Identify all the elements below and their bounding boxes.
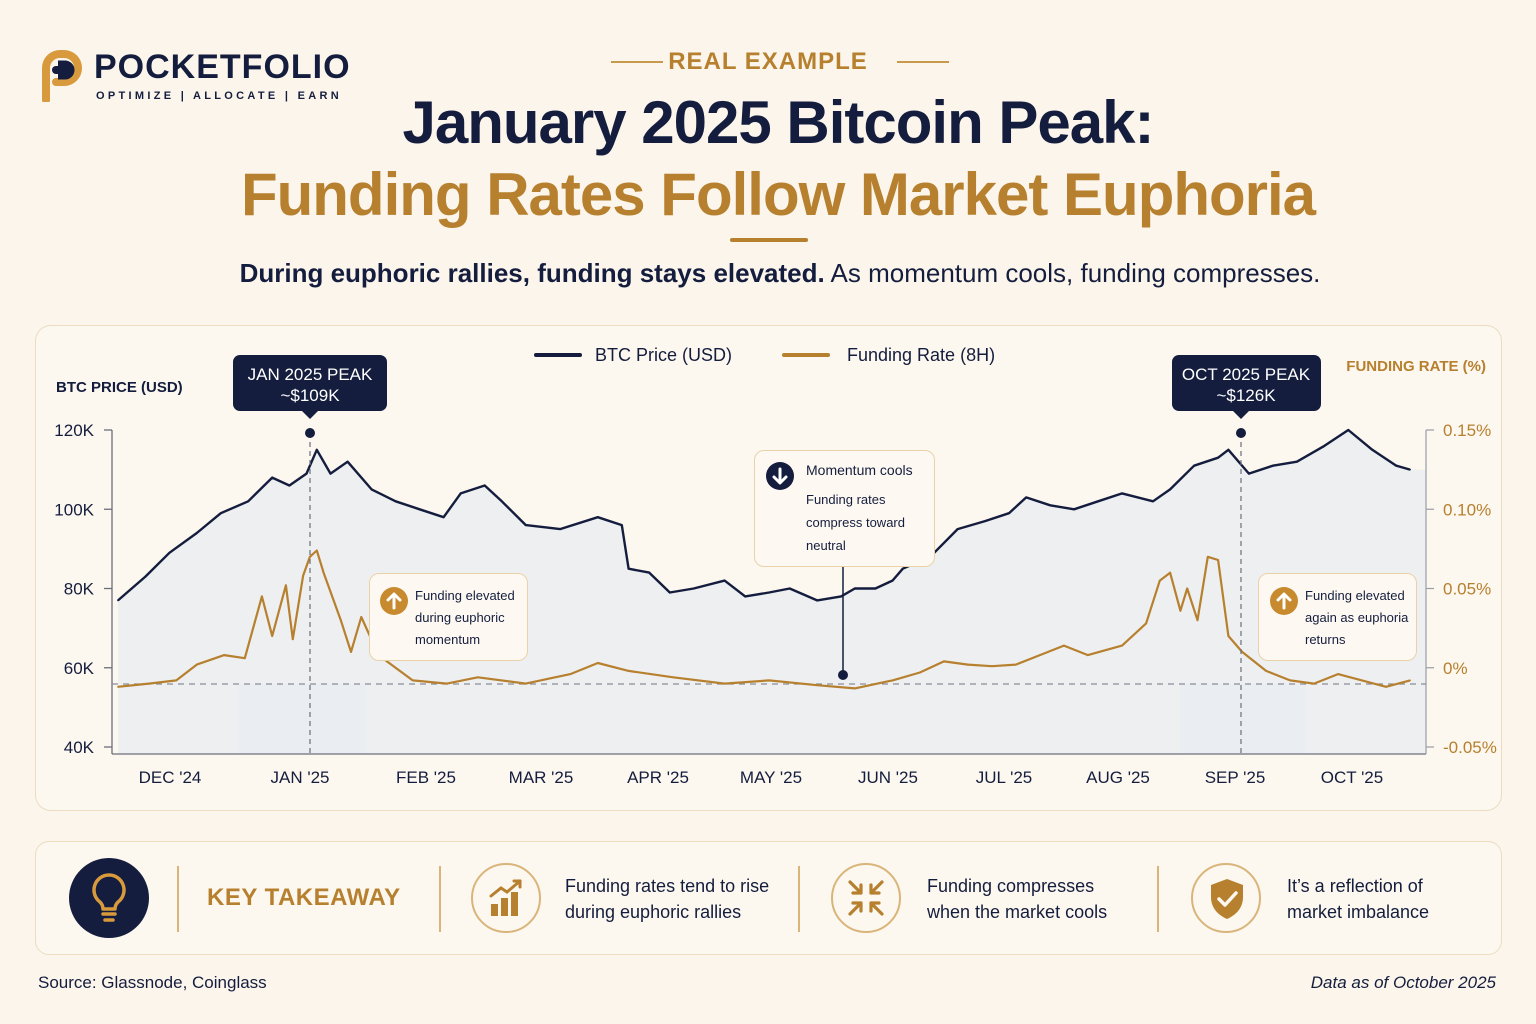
funding-again-text: Funding elevated again as euphoria retur… [1305, 585, 1408, 651]
takeaway-divider [177, 866, 179, 932]
subtitle-bold: During euphoric rallies, funding stays e… [239, 258, 825, 288]
chart-panel [35, 325, 1502, 811]
eyebrow-right-rule [897, 61, 949, 63]
source-note: Source: Glassnode, Coinglass [38, 973, 267, 992]
takeaway-item-3-line2: market imbalance [1287, 902, 1430, 922]
momentum-cools-title: Momentum cools [806, 462, 913, 478]
bar-chart-up-icon [471, 863, 541, 933]
key-takeaway-label: KEY TAKEAWAY [207, 884, 401, 911]
takeaway-item-2-line1: Funding compresses [927, 876, 1095, 896]
takeaway-divider [439, 866, 441, 932]
funding-elevated-line: during euphoric [415, 610, 505, 625]
takeaway-item-3-line1: It’s a reflection of [1287, 876, 1423, 896]
funding-elevated-line: momentum [415, 632, 481, 647]
takeaway-divider [798, 866, 800, 932]
pocketfolio-logo-icon [42, 50, 82, 102]
data-date-note: Data as of October 2025 [1310, 973, 1496, 992]
brand-logo: POCKETFOLIO OPTIMIZE | ALLOCATE | EARN [40, 48, 370, 108]
page-title-highlight: Funding Rates Follow Market Euphoria [240, 161, 1316, 228]
funding-elevated-line: Funding elevated [415, 588, 515, 603]
title-underline [730, 238, 808, 242]
funding-elevated-text: Funding elevated during euphoric momentu… [415, 585, 515, 651]
shield-check-icon [1191, 863, 1261, 933]
lightbulb-badge [69, 858, 149, 938]
funding-again-line: Funding elevated [1305, 588, 1405, 603]
takeaway-item-1-line2: during euphoric rallies [565, 902, 742, 922]
takeaway-item-3: It’s a reflection of market imbalance [1287, 873, 1429, 925]
compress-arrows-icon [831, 863, 901, 933]
page-subtitle: During euphoric rallies, funding stays e… [0, 258, 1536, 289]
takeaway-item-1-line1: Funding rates tend to rise [565, 876, 770, 896]
momentum-cools-line: compress toward [806, 515, 905, 530]
brand-name: POCKETFOLIO [94, 48, 351, 86]
eyebrow-left-rule [611, 61, 663, 63]
momentum-cools-text: Funding rates compress toward neutral [806, 488, 905, 557]
momentum-cools-line: Funding rates [806, 492, 886, 507]
momentum-cools-line: neutral [806, 538, 846, 553]
funding-again-line: returns [1305, 632, 1346, 647]
takeaway-item-1: Funding rates tend to rise during euphor… [565, 873, 769, 925]
page-title: January 2025 Bitcoin Peak: [402, 89, 1154, 156]
funding-elevated-callout: Funding elevated during euphoric momentu… [369, 573, 528, 661]
arrow-down-circle-icon [766, 462, 794, 490]
arrow-up-circle-icon [380, 587, 408, 615]
takeaway-item-2: Funding compresses when the market cools [927, 873, 1107, 925]
brand-tagline: OPTIMIZE | ALLOCATE | EARN [96, 90, 342, 102]
subtitle-rest: As momentum cools, funding compresses. [824, 258, 1321, 288]
takeaway-divider [1157, 866, 1159, 932]
eyebrow-label: REAL EXAMPLE [668, 48, 868, 75]
funding-again-line: again as euphoria [1305, 610, 1409, 625]
momentum-cools-callout: Momentum cools Funding rates compress to… [754, 450, 935, 567]
funding-again-callout: Funding elevated again as euphoria retur… [1258, 573, 1417, 661]
arrow-up-circle-icon [1270, 587, 1298, 615]
takeaway-item-2-line2: when the market cools [927, 902, 1108, 922]
lightbulb-icon [92, 873, 126, 922]
